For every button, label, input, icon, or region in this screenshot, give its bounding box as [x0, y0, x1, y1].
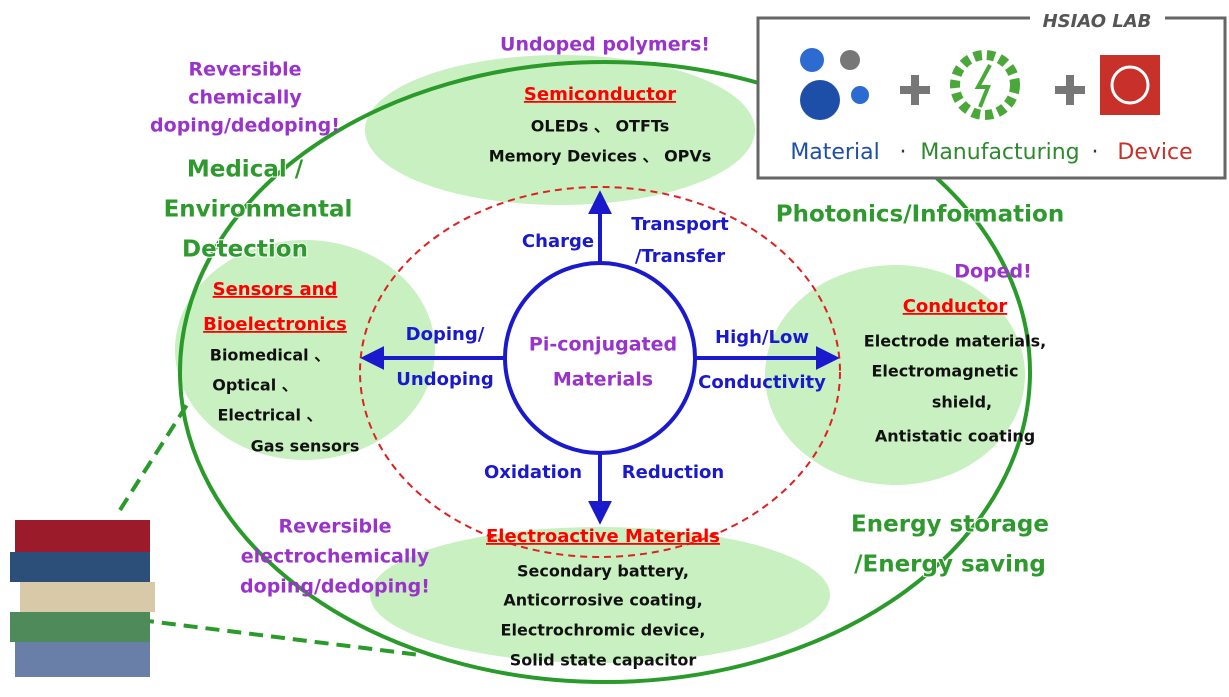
logo-sep: · [900, 140, 907, 165]
node-item: Electrode materials, [864, 332, 1046, 351]
arrow-label: Undoping [396, 369, 493, 390]
decoration [10, 552, 150, 582]
field: Photonics/Information [776, 202, 1064, 228]
node-item: Solid state capacitor [510, 651, 697, 670]
node-title: Conductor [903, 296, 1008, 317]
decoration [800, 48, 824, 72]
arrow-label: Doping/ [406, 324, 485, 345]
node-item: Electromagnetic [871, 362, 1018, 381]
node-title: Bioelectronics [203, 314, 347, 335]
field: Environmental [164, 197, 353, 223]
node-title: Electroactive Materials [486, 526, 720, 547]
node-title: Sensors and [213, 279, 338, 300]
node-item: Gas sensors [251, 437, 360, 456]
logo-word: Manufacturing [920, 140, 1079, 165]
arrow-label: High/Low [715, 327, 809, 348]
field: Energy storage [851, 512, 1049, 538]
note: doping/dedoping! [240, 576, 430, 598]
arrow-label: Charge [522, 231, 594, 252]
center-label: Pi-conjugated [529, 334, 677, 356]
decoration [15, 642, 150, 677]
node-item: Electrochromic device, [501, 621, 706, 640]
field: Detection [182, 237, 308, 263]
decoration [20, 582, 155, 612]
decoration [10, 612, 150, 642]
node-item: Anticorrosive coating, [503, 591, 702, 610]
node-item: shield, [932, 393, 992, 412]
logo-word: Material [790, 140, 879, 165]
note: Reversible [189, 59, 302, 81]
decoration [851, 86, 869, 104]
center-circle [505, 263, 695, 453]
note: Undoped polymers! [500, 34, 710, 56]
arrow-label: Transport [631, 214, 729, 235]
decoration [120, 400, 190, 510]
note: doping/dedoping! [150, 115, 340, 137]
note: Reversible [279, 516, 392, 538]
field: /Energy saving [854, 552, 1046, 578]
decoration [1100, 55, 1160, 115]
node-item: Secondary battery, [517, 562, 689, 581]
node-item: Antistatic coating [875, 427, 1035, 446]
field: Medical / [187, 157, 304, 183]
node-item: OLEDs 、 OTFTs [531, 117, 669, 136]
lab-name: HSIAO LAB [1043, 11, 1152, 32]
decoration [140, 620, 420, 655]
diagram: HSIAO LAB Material · Manufacturing · Dev… [0, 0, 1229, 697]
node-item: Optical 、 [212, 376, 298, 395]
logo-word: Device [1117, 140, 1192, 165]
node-title: Semiconductor [524, 84, 676, 105]
arrow-label: Oxidation [484, 462, 582, 483]
decoration [840, 50, 860, 70]
center-label: Materials [553, 369, 653, 391]
node-item: Electrical 、 [217, 406, 322, 425]
arrow-label: Conductivity [698, 372, 826, 393]
note: Doped! [954, 261, 1032, 283]
decoration [800, 80, 840, 120]
arrow-label: /Transfer [635, 246, 725, 267]
logo-sep: · [1092, 140, 1099, 165]
arrow-label: Reduction [622, 462, 724, 483]
note: electrochemically [241, 546, 430, 568]
node-item: Memory Devices 、 OPVs [489, 147, 712, 166]
node-item: Biomedical 、 [210, 346, 330, 365]
decoration [15, 520, 150, 552]
note: chemically [188, 87, 302, 109]
